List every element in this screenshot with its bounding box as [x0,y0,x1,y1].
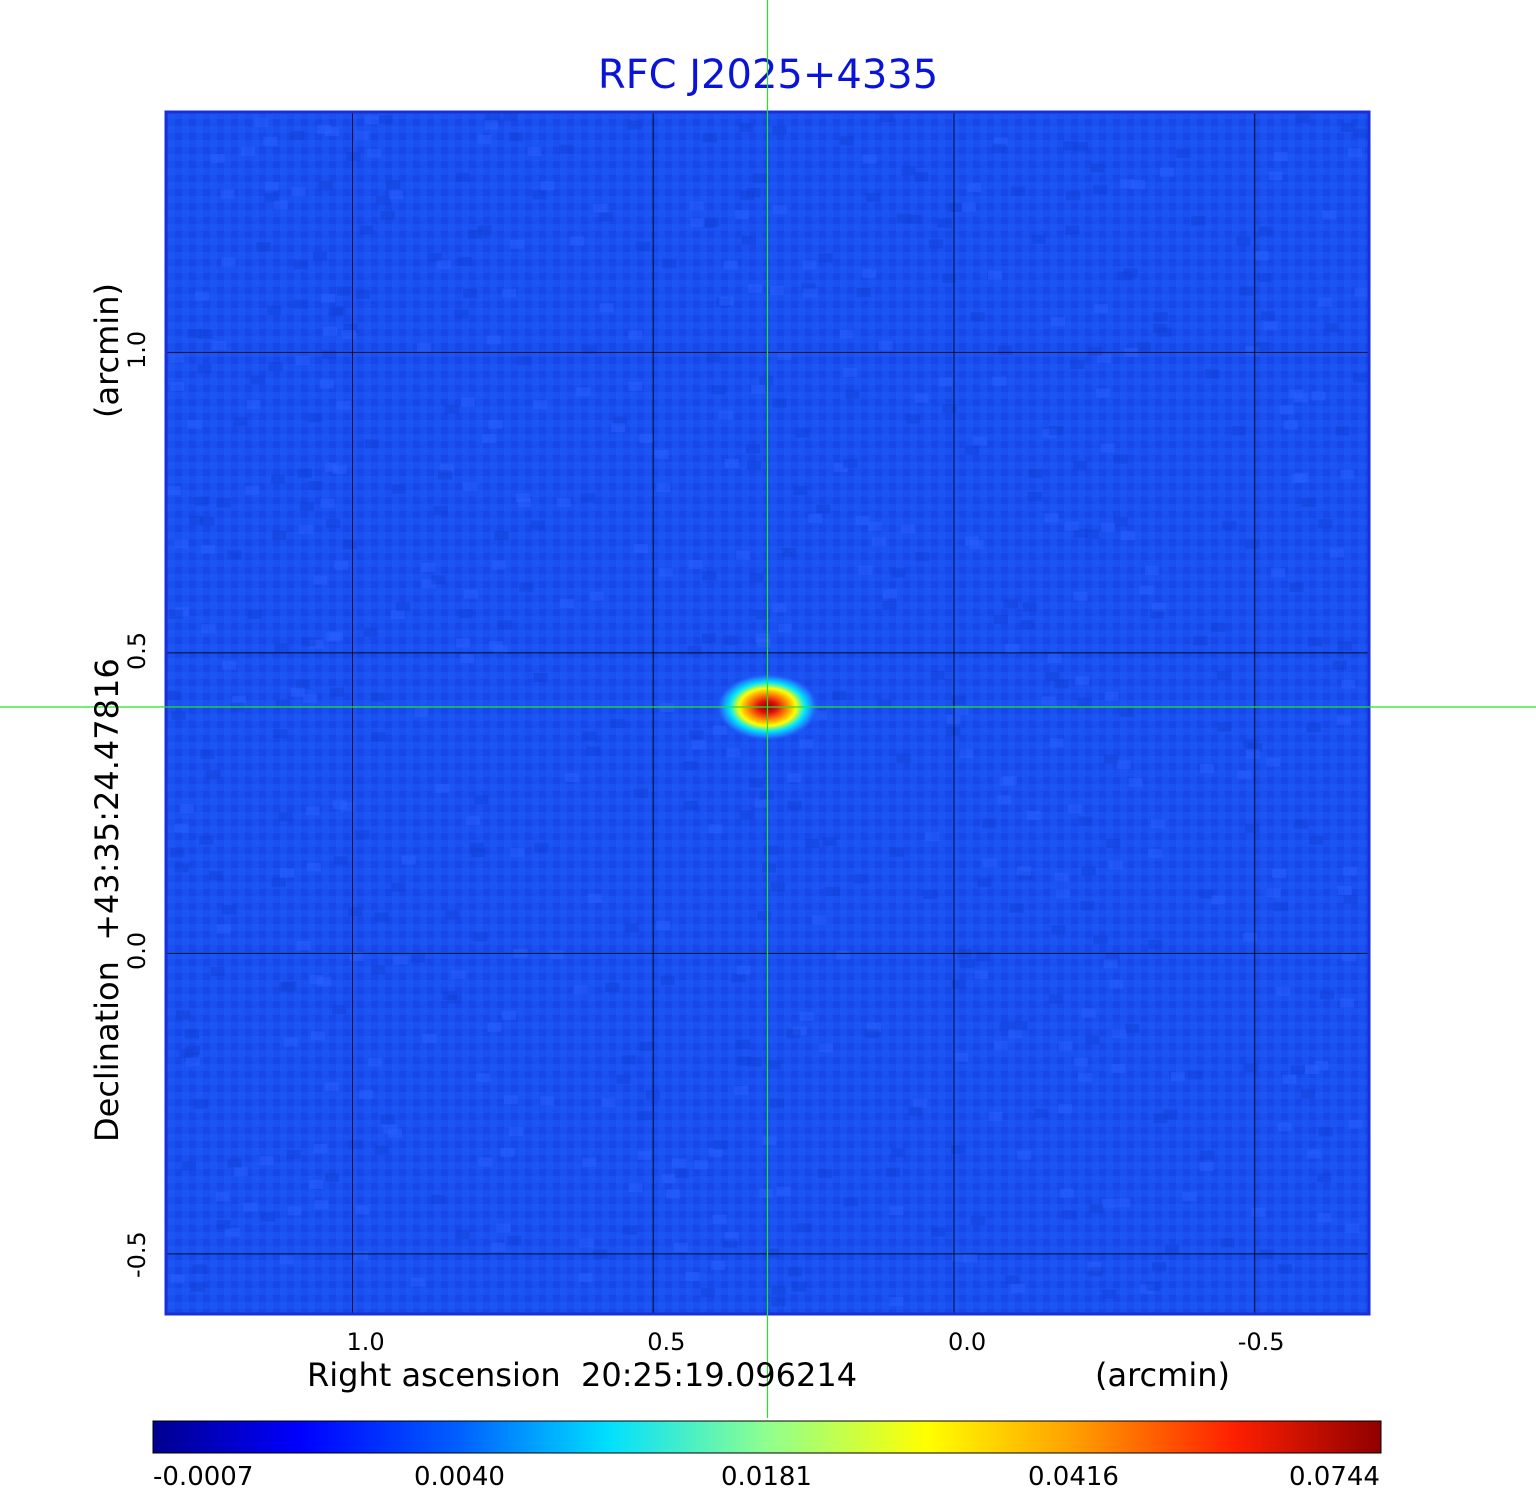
colorbar-tick-label: 0.0181 [721,1462,812,1492]
colorbar-tick-label: -0.0007 [153,1462,254,1492]
x-axis-unit: (arcmin) [1095,1356,1230,1394]
y-tick-label: 0.5 [123,631,151,670]
y-tick-label: 1.0 [123,331,151,370]
y-tick-label: 0.0 [123,932,151,971]
x-tick-label: 1.0 [346,1328,385,1356]
y-axis-unit: (arcmin) [88,283,126,418]
colorbar-tick-label: 0.0416 [1028,1462,1119,1492]
x-tick-label: 0.0 [947,1328,987,1356]
x-tick-label: 0.5 [647,1328,686,1356]
y-axis-label: Declination +43:35:24.47816 [88,658,126,1142]
x-axis-label: Right ascension 20:25:19.096214 [307,1356,858,1394]
colorbar-tick-label: 0.0040 [414,1462,505,1492]
y-tick-label: -0.5 [123,1231,151,1278]
colorbar-tick-label: 0.0744 [1289,1462,1380,1492]
x-tick-label: -0.5 [1237,1328,1285,1356]
colorbar [152,1420,1382,1454]
